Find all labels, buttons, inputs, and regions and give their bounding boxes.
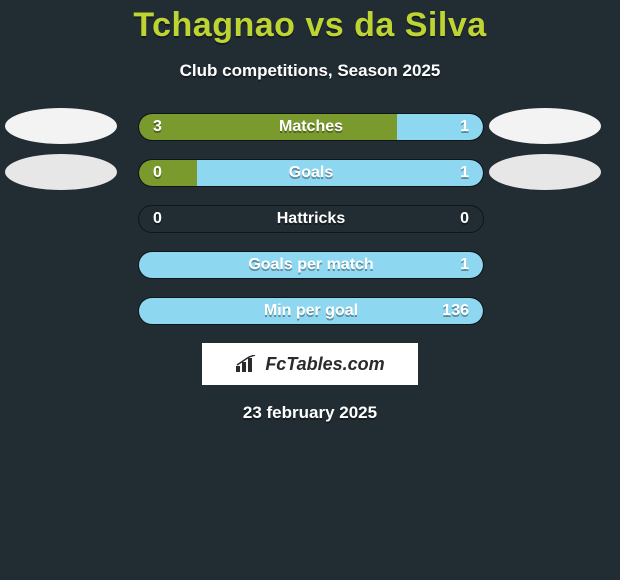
subtitle: Club competitions, Season 2025 [0,61,620,81]
brand-text: FcTables.com [265,354,384,375]
stat-track: 00Hattricks [138,205,484,233]
vs-separator: vs [295,6,354,44]
stat-row: 31Matches [0,113,620,141]
player-right-badge [489,108,601,144]
player-right-badge [489,154,601,190]
player-right-name: da Silva [354,6,487,44]
stat-row: 01Goals [0,159,620,187]
stat-row: 136Min per goal [0,297,620,325]
stat-label: Goals [139,160,483,186]
stat-label: Min per goal [139,298,483,324]
stat-row: 00Hattricks [0,205,620,233]
stat-track: 31Matches [138,113,484,141]
stat-row: 1Goals per match [0,251,620,279]
comparison-card: Tchagnao vs da Silva Club competitions, … [0,0,620,423]
player-left-name: Tchagnao [133,6,295,44]
page-title: Tchagnao vs da Silva [0,0,620,45]
stat-track: 136Min per goal [138,297,484,325]
stat-label: Matches [139,114,483,140]
stat-label: Goals per match [139,252,483,278]
stats-block: 31Matches 01Goals 00Hattricks 1Goals per ma… [0,113,620,325]
brand-badge: FcTables.com [202,343,418,385]
footer-date: 23 february 2025 [0,403,620,423]
stat-label: Hattricks [139,206,483,232]
player-left-badge [5,108,117,144]
bars-icon [235,355,257,373]
stat-track: 01Goals [138,159,484,187]
player-left-badge [5,154,117,190]
stat-track: 1Goals per match [138,251,484,279]
